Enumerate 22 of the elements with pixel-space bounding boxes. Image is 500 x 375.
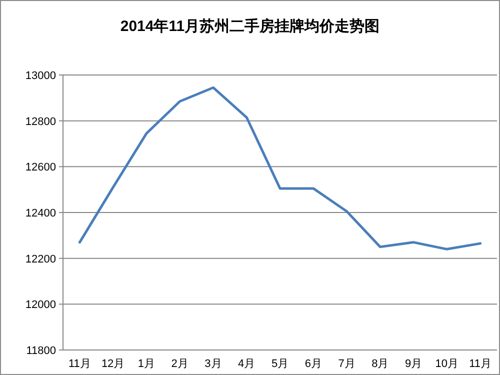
x-tick-label: 11月 xyxy=(469,358,492,370)
x-tick-label: 2月 xyxy=(171,358,188,370)
y-tick-label: 12800 xyxy=(25,116,56,128)
x-tick-label: 11月 xyxy=(68,358,91,370)
x-tick-label: 7月 xyxy=(338,358,356,370)
y-tick-label: 12000 xyxy=(25,299,56,312)
x-tick-label: 5月 xyxy=(271,358,289,370)
x-tick-label: 1月 xyxy=(138,358,156,370)
y-tick-label: 13000 xyxy=(25,70,56,82)
x-tick-label: 12月 xyxy=(101,358,125,370)
line-series xyxy=(78,86,482,250)
x-tick-label: 3月 xyxy=(204,358,222,370)
x-tick-label: 4月 xyxy=(238,358,256,370)
y-tick-label: 12600 xyxy=(25,162,56,174)
x-tick-label: 9月 xyxy=(404,358,422,370)
x-tick-label: 8月 xyxy=(372,358,389,370)
y-tick-label: 11800 xyxy=(26,345,56,357)
chart-title: 2014年11月苏州二手房挂牌均价走势图 xyxy=(120,17,380,35)
y-tick-label: 12200 xyxy=(25,253,56,266)
y-tick-label: 12400 xyxy=(25,208,56,220)
x-tick-label: 10月 xyxy=(435,358,459,370)
x-tick-label: 6月 xyxy=(304,358,322,370)
